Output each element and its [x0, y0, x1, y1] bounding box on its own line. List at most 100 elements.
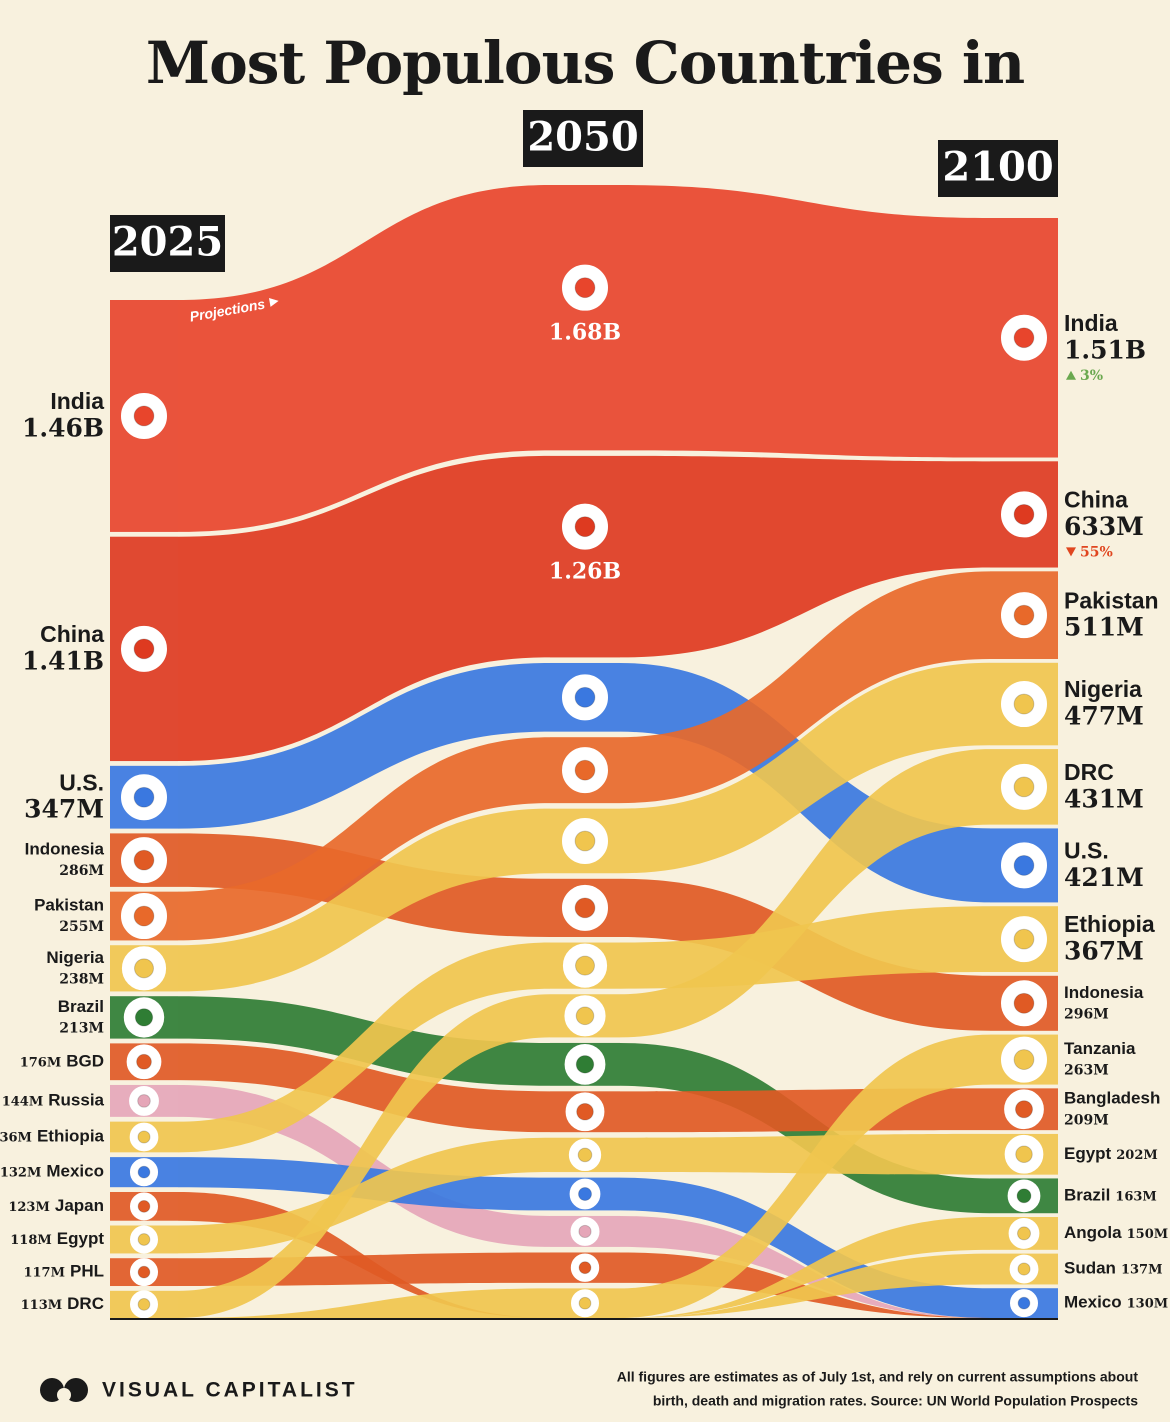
country-label: Brazil: [1064, 1185, 1110, 1204]
brand-logo: [40, 1378, 88, 1402]
flag-emblem: [133, 786, 155, 808]
flag-emblem: [1013, 855, 1035, 876]
chart-title: Most Populous Countries in: [146, 29, 1024, 97]
flag-emblem: [1013, 928, 1035, 950]
flow-ribbon: [178, 1043, 550, 1133]
flag-emblem: [578, 1296, 592, 1310]
value-label: 263M: [1064, 1063, 1109, 1079]
change-arrow: [1066, 547, 1076, 557]
country-label: PHL: [70, 1262, 104, 1281]
flow-ribbon: [620, 1217, 990, 1318]
node: [550, 455, 620, 658]
flag-emblem: [1015, 1145, 1033, 1164]
flag-emblem: [1013, 693, 1035, 715]
value-label: 347M: [24, 795, 104, 824]
flag-emblem: [578, 1261, 592, 1275]
change-label: 55%: [1080, 544, 1113, 560]
flag-emblem: [1013, 1049, 1035, 1070]
flag-emblem: [137, 1130, 151, 1144]
flag-emblem: [137, 1233, 151, 1246]
country-label: Russia: [48, 1090, 104, 1109]
country-label: Pakistan: [34, 896, 104, 915]
node-highlight: [550, 185, 620, 451]
flag-emblem: [578, 1224, 592, 1239]
value-label: 123M: [8, 1200, 50, 1215]
year-box: [523, 110, 643, 167]
value-label: 1.68B: [549, 320, 621, 346]
year-label: 2050: [527, 114, 638, 161]
country-label: Egypt: [1064, 1144, 1112, 1163]
flow-ribbon: [178, 1288, 550, 1318]
value-label: 511M: [1064, 613, 1144, 642]
country-label: India: [50, 388, 104, 414]
flag-emblem: [574, 830, 596, 852]
flow-ribbon: [178, 185, 550, 532]
value-label: 113M: [21, 1298, 63, 1313]
flow-ribbon: [178, 942, 550, 1153]
value-label: 421M: [1064, 863, 1144, 892]
flag-emblem: [574, 759, 596, 781]
flag-emblem: [574, 277, 596, 299]
country-label: DRC: [1064, 759, 1114, 785]
flag-emblem: [137, 1265, 151, 1279]
flag-emblem: [1013, 504, 1035, 525]
country-label: U.S.: [1064, 837, 1109, 863]
flag-emblem: [137, 1298, 151, 1311]
country-label: DRC: [67, 1294, 104, 1313]
value-label: 477M: [1064, 702, 1144, 731]
flag-emblem: [1015, 1100, 1033, 1119]
value-label: 213M: [59, 1020, 104, 1036]
value-label: 367M: [1064, 937, 1144, 966]
year-label: 2100: [942, 144, 1053, 191]
flow-ribbon: [178, 994, 550, 1318]
value-label: 132M: [0, 1166, 41, 1181]
flag-emblem: [574, 516, 596, 538]
country-label: India: [1064, 310, 1118, 336]
country-label: China: [1064, 487, 1128, 513]
value-label: 137M: [1121, 1263, 1163, 1278]
flag-emblem: [137, 1094, 151, 1108]
country-label: Mexico: [1064, 1293, 1122, 1312]
flag-emblem: [575, 1055, 595, 1074]
flow-ribbon: [620, 662, 990, 874]
flag-emblem: [1013, 604, 1035, 626]
flag-emblem: [133, 638, 155, 660]
flow-ribbon: [620, 1253, 990, 1318]
value-label: 163M: [1115, 1189, 1157, 1204]
flag-emblem: [575, 955, 595, 976]
country-label: Angola: [1064, 1223, 1122, 1242]
flag-emblem: [134, 958, 154, 979]
flow-ribbon: [178, 455, 550, 762]
country-label: Ethiopia: [1064, 911, 1155, 937]
flows: [178, 185, 990, 1318]
value-label: 136M: [0, 1130, 32, 1145]
flow-ribbon: [178, 808, 550, 992]
flag-emblem: [136, 1053, 152, 1070]
flow-ribbon: [620, 1133, 990, 1175]
country-label: Brazil: [58, 997, 104, 1016]
country-label: China: [40, 621, 104, 647]
country-label: Ethiopia: [37, 1126, 105, 1145]
value-label: 238M: [59, 971, 104, 987]
flow-ribbon: [620, 1215, 990, 1318]
flag-emblem: [137, 1165, 151, 1179]
flow-ribbon: [620, 185, 990, 458]
flag-emblem: [1017, 1262, 1031, 1276]
value-label: 1.26B: [549, 559, 621, 585]
change-arrow: [1066, 370, 1076, 380]
value-label: 255M: [59, 919, 104, 935]
year-box: [110, 215, 225, 272]
flag-emblem: [1013, 776, 1035, 798]
flag-emblem: [575, 1006, 595, 1026]
value-label: 176M: [20, 1055, 62, 1070]
value-label: 118M: [10, 1233, 52, 1248]
value-label: 209M: [1064, 1112, 1109, 1128]
value-label: 1.51B: [1064, 335, 1146, 364]
country-label: Nigeria: [1064, 676, 1142, 702]
flow-ribbon: [620, 1034, 990, 1318]
flow-ribbon: [620, 571, 990, 804]
country-label: Sudan: [1064, 1259, 1116, 1278]
country-label: U.S.: [59, 769, 104, 795]
value-label: 1.41B: [22, 646, 104, 675]
